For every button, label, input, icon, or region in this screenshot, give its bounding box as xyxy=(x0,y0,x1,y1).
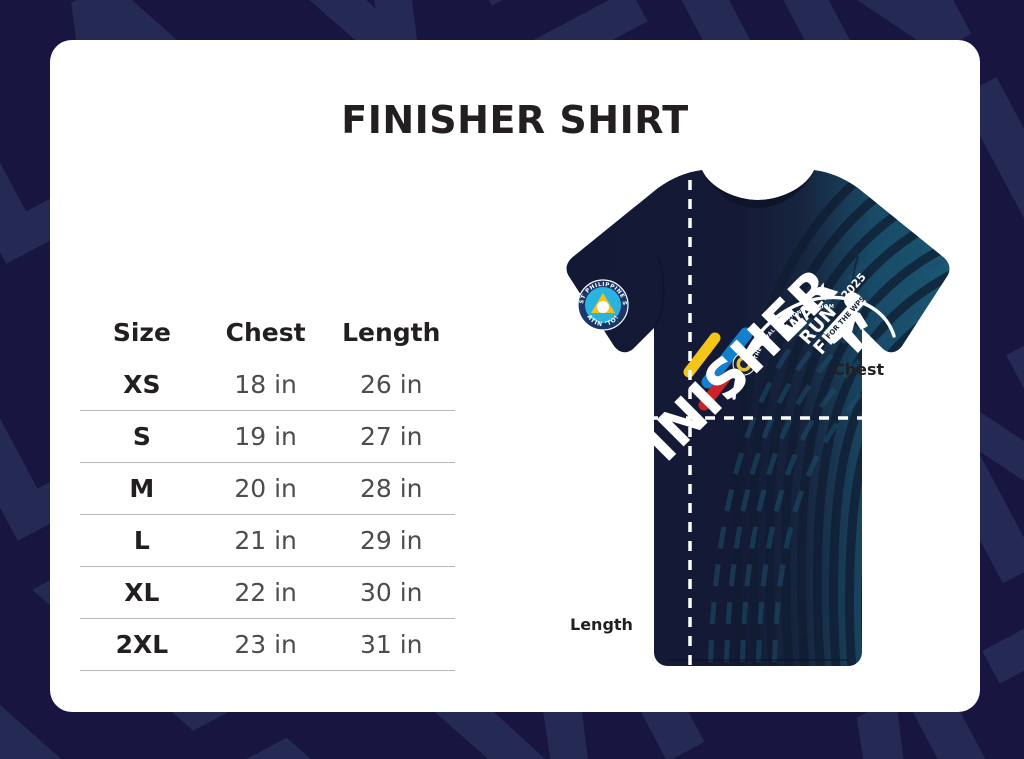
cell-size: XL xyxy=(80,566,204,619)
table-row: M 20 in 28 in xyxy=(80,462,455,515)
cell-length: 30 in xyxy=(327,566,455,619)
table-row: XS 18 in 26 in xyxy=(80,359,455,411)
shirt-illustration: WEST PHILIPPINE SEA ATIN 'TO! xyxy=(490,160,960,700)
cell-chest: 23 in xyxy=(203,618,328,671)
table-row: S 19 in 27 in xyxy=(80,410,455,463)
cell-chest: 22 in xyxy=(203,566,328,619)
cell-chest: 19 in xyxy=(203,410,328,463)
size-table: Size Chest Length XS 18 in 26 in S 19 in… xyxy=(80,310,455,671)
column-header-size: Size xyxy=(112,318,171,347)
cell-size: 2XL xyxy=(80,618,204,671)
cell-chest: 21 in xyxy=(203,514,328,567)
length-measurement-label: Length xyxy=(570,615,633,634)
column-header-length: Length xyxy=(342,318,441,347)
tricolor-stripes xyxy=(683,327,753,411)
cell-length: 31 in xyxy=(327,618,455,671)
cell-length: 28 in xyxy=(327,462,455,515)
content-card: FINISHER SHIRT Size Chest Length XS 18 i… xyxy=(50,40,980,712)
cell-size: M xyxy=(80,462,204,515)
cell-length: 29 in xyxy=(327,514,455,567)
page-title: FINISHER SHIRT xyxy=(341,98,689,142)
chest-measurement-label: Chest xyxy=(833,360,885,379)
cell-length: 27 in xyxy=(327,410,455,463)
cell-chest: 18 in xyxy=(203,359,328,411)
table-row: XL 22 in 30 in xyxy=(80,566,455,619)
table-header-row: Size Chest Length xyxy=(80,310,455,359)
cell-length: 26 in xyxy=(327,359,455,411)
shirt-collar xyxy=(702,170,814,208)
sleeve-patch: WEST PHILIPPINE SEA ATIN 'TO! xyxy=(577,279,629,331)
cell-size: L xyxy=(80,514,204,567)
cell-size: S xyxy=(80,410,204,463)
cell-chest: 20 in xyxy=(203,462,328,515)
table-row: L 21 in 29 in xyxy=(80,514,455,567)
cell-size: XS xyxy=(80,359,204,411)
table-row: 2XL 23 in 31 in xyxy=(80,618,455,671)
column-header-chest: Chest xyxy=(225,318,306,347)
